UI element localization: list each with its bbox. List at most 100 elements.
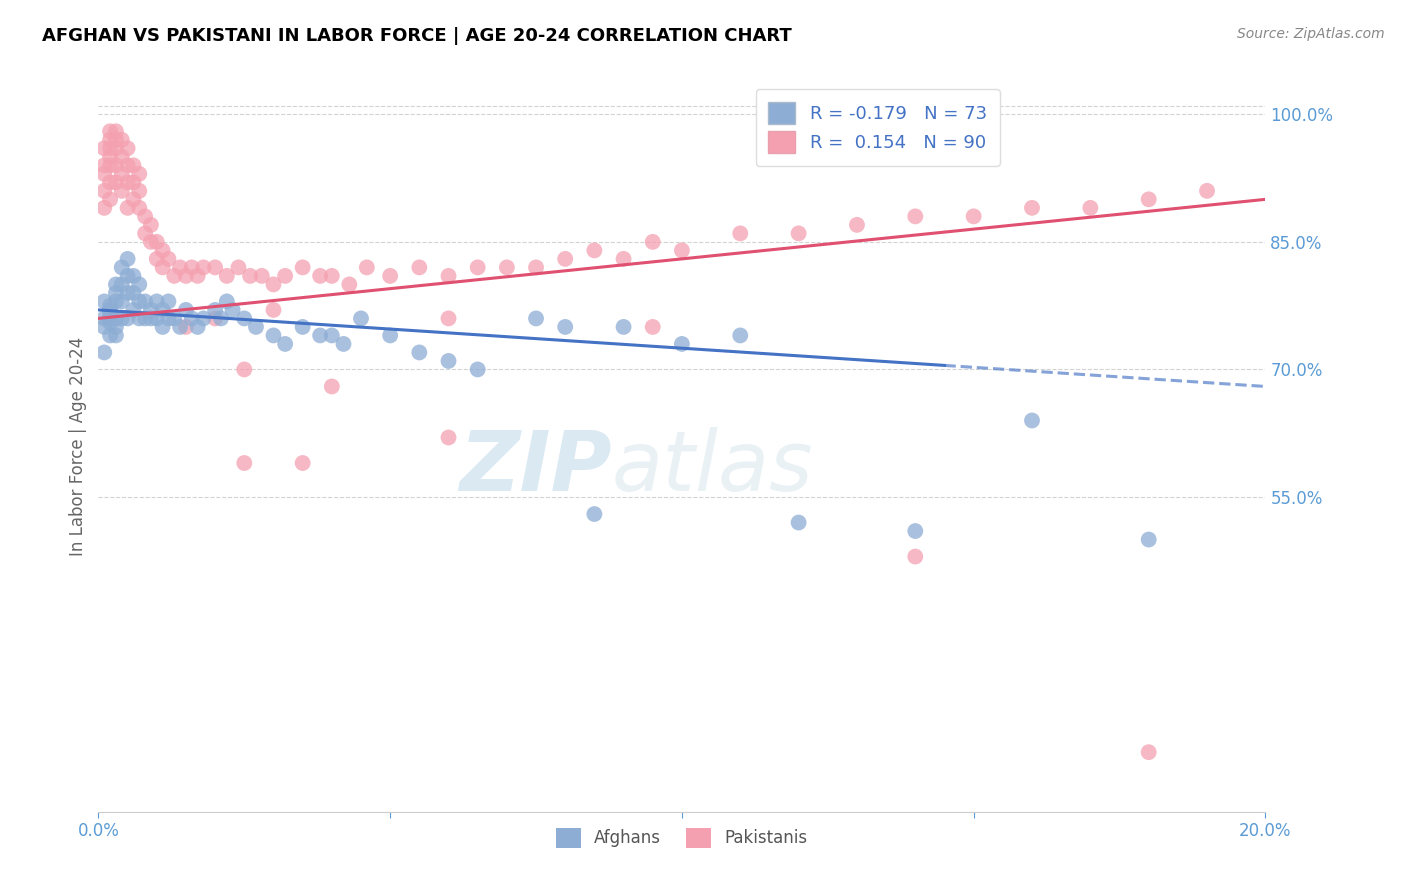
Point	[104, 141, 127, 155]
Point	[93, 294, 115, 309]
Point	[321, 268, 343, 283]
Point	[111, 294, 134, 309]
Point	[117, 311, 139, 326]
Point	[104, 175, 127, 189]
Point	[187, 268, 209, 283]
Point	[117, 141, 139, 155]
Point	[111, 167, 134, 181]
Point	[122, 192, 145, 206]
Point	[180, 260, 202, 275]
Point	[274, 268, 297, 283]
Point	[337, 277, 360, 292]
Point	[209, 311, 232, 326]
Point	[169, 320, 191, 334]
Point	[262, 328, 284, 343]
Point	[111, 260, 134, 275]
Point	[583, 507, 606, 521]
Point	[163, 268, 186, 283]
Point	[117, 252, 139, 266]
Point	[128, 294, 150, 309]
Point	[93, 167, 115, 181]
Point	[98, 141, 121, 155]
Point	[846, 218, 869, 232]
Point	[262, 277, 284, 292]
Point	[904, 524, 927, 538]
Point	[174, 320, 197, 334]
Point	[730, 227, 752, 241]
Point	[128, 201, 150, 215]
Point	[332, 337, 354, 351]
Point	[787, 227, 810, 241]
Point	[122, 158, 145, 172]
Point	[117, 158, 139, 172]
Point	[98, 299, 121, 313]
Point	[152, 320, 174, 334]
Point	[180, 311, 202, 326]
Point	[104, 277, 127, 292]
Point	[1137, 533, 1160, 547]
Point	[309, 268, 332, 283]
Point	[554, 320, 576, 334]
Point	[787, 516, 810, 530]
Point	[139, 311, 162, 326]
Point	[139, 235, 162, 249]
Point	[128, 167, 150, 181]
Point	[169, 260, 191, 275]
Point	[104, 124, 127, 138]
Point	[215, 294, 238, 309]
Point	[93, 311, 115, 326]
Point	[262, 302, 284, 317]
Point	[437, 430, 460, 444]
Point	[122, 268, 145, 283]
Point	[221, 302, 243, 317]
Point	[163, 311, 186, 326]
Point	[962, 210, 984, 224]
Point	[193, 311, 215, 326]
Point	[671, 337, 693, 351]
Legend: Afghans, Pakistanis: Afghans, Pakistanis	[550, 821, 814, 855]
Point	[93, 184, 115, 198]
Point	[122, 175, 145, 189]
Point	[98, 307, 121, 321]
Point	[321, 379, 343, 393]
Point	[134, 311, 156, 326]
Point	[193, 260, 215, 275]
Point	[157, 294, 180, 309]
Point	[128, 277, 150, 292]
Point	[437, 268, 460, 283]
Point	[98, 311, 121, 326]
Point	[904, 549, 927, 564]
Point	[1137, 745, 1160, 759]
Point	[146, 294, 169, 309]
Point	[380, 268, 402, 283]
Point	[139, 302, 162, 317]
Point	[291, 320, 314, 334]
Text: Source: ZipAtlas.com: Source: ZipAtlas.com	[1237, 27, 1385, 41]
Point	[157, 311, 180, 326]
Point	[467, 260, 489, 275]
Point	[174, 302, 197, 317]
Point	[437, 354, 460, 368]
Point	[111, 311, 134, 326]
Point	[104, 294, 127, 309]
Point	[98, 328, 121, 343]
Point	[1021, 201, 1043, 215]
Point	[104, 328, 127, 343]
Point	[524, 260, 547, 275]
Point	[437, 311, 460, 326]
Point	[111, 150, 134, 164]
Point	[93, 158, 115, 172]
Point	[98, 316, 121, 330]
Point	[93, 320, 115, 334]
Point	[233, 311, 256, 326]
Point	[98, 133, 121, 147]
Point	[146, 311, 169, 326]
Point	[1080, 201, 1102, 215]
Point	[111, 184, 134, 198]
Point	[239, 268, 262, 283]
Point	[1137, 192, 1160, 206]
Point	[904, 210, 927, 224]
Point	[1021, 413, 1043, 427]
Point	[496, 260, 519, 275]
Point	[157, 252, 180, 266]
